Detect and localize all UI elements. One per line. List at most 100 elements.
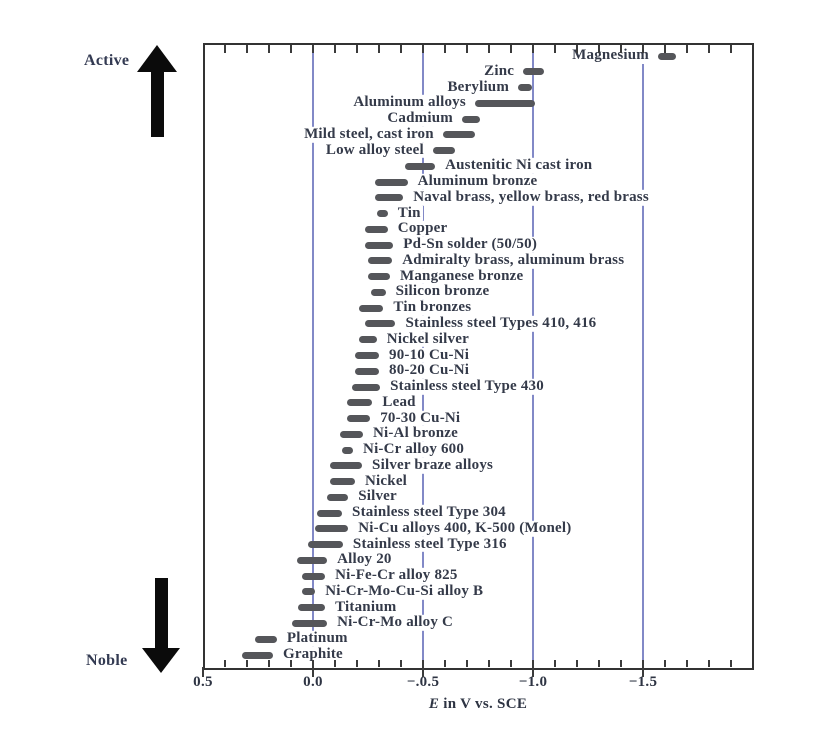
- top-axis-tick: [422, 45, 424, 53]
- bottom-axis-tick: [488, 660, 490, 667]
- x-axis-title-text: in V vs. SCE: [439, 696, 528, 712]
- range-bar: [347, 399, 373, 407]
- range-bar: [368, 257, 393, 265]
- series-label: Ni-Fe-Cr alloy 825: [333, 566, 460, 584]
- top-axis-tick: [312, 45, 314, 53]
- bottom-axis-tick: [224, 660, 226, 667]
- range-bar: [374, 194, 404, 202]
- bottom-axis-tick: [708, 660, 710, 667]
- top-axis-tick: [290, 45, 292, 53]
- top-axis-tick: [554, 45, 556, 53]
- x-axis-title-symbol: E: [428, 696, 440, 712]
- top-axis-tick: [268, 45, 270, 53]
- range-bar: [432, 147, 455, 155]
- top-axis-tick: [488, 45, 490, 53]
- series-label: Low alloy steel: [323, 141, 426, 159]
- noble-arrow-icon: [142, 578, 180, 673]
- bottom-axis-tick: [444, 660, 446, 667]
- range-bar: [523, 68, 544, 76]
- range-bar: [364, 241, 394, 249]
- bottom-axis-tick: [334, 660, 336, 667]
- series-label: Cadmium: [385, 109, 455, 127]
- range-bar: [315, 525, 349, 533]
- x-axis-title: E in V vs. SCE: [429, 696, 527, 713]
- top-axis-tick: [664, 45, 666, 53]
- range-bar: [461, 115, 481, 123]
- series-label: 80-20 Cu-Ni: [387, 362, 472, 379]
- top-axis-tick: [598, 45, 600, 53]
- bottom-major-tick: [422, 667, 424, 677]
- series-label: Admiralty brass, aluminum brass: [400, 251, 627, 269]
- series-label: Berylium: [445, 78, 512, 96]
- range-bar: [316, 509, 343, 517]
- bottom-major-tick: [642, 667, 644, 677]
- bottom-axis-tick: [730, 660, 732, 667]
- series-label: Manganese bronze: [398, 267, 526, 285]
- series-label: Magnesium: [570, 46, 651, 64]
- series-label: Stainless steel Types 410, 416: [403, 314, 599, 332]
- series-label: Stainless steel Type 316: [350, 535, 509, 553]
- series-label: Naval brass, yellow brass, red brass: [411, 188, 651, 206]
- bottom-axis-tick: [664, 660, 666, 667]
- series-label: 70-30 Cu-Ni: [378, 409, 463, 427]
- x-tick-label: −.0.5: [406, 674, 440, 690]
- series-label: Graphite: [280, 645, 345, 663]
- series-label: Ni-Cu alloys 400, K-500 (Monel): [356, 519, 574, 537]
- range-bar: [342, 446, 354, 454]
- gridline--1: [532, 43, 534, 668]
- series-label: Pd-Sn solder (50/50): [401, 235, 540, 253]
- range-bar: [474, 99, 535, 107]
- bottom-axis-tick: [686, 660, 688, 667]
- bottom-axis-tick: [510, 660, 512, 667]
- series-label: Ni-Cr alloy 600: [361, 440, 467, 458]
- active-label: Active: [84, 52, 130, 69]
- series-label: Silicon bronze: [393, 283, 492, 300]
- range-bar: [298, 604, 326, 612]
- range-bar: [340, 430, 363, 438]
- bottom-axis-tick: [620, 660, 622, 667]
- series-label: Tin: [395, 204, 423, 222]
- gridline-0: [312, 43, 314, 668]
- range-bar: [354, 367, 379, 375]
- bottom-axis-tick: [400, 660, 402, 667]
- top-axis-tick: [642, 45, 644, 53]
- range-bar: [329, 462, 363, 470]
- range-bar: [359, 304, 384, 312]
- series-label: Lead: [380, 393, 418, 411]
- top-axis-tick: [620, 45, 622, 53]
- x-tick-label: 0.0: [303, 674, 323, 690]
- series-label: Stainless steel Type 430: [388, 377, 546, 395]
- bottom-axis-tick: [290, 660, 292, 667]
- series-label: Aluminum bronze: [415, 172, 540, 190]
- series-label: Zinc: [482, 62, 517, 80]
- range-bar: [354, 352, 379, 359]
- range-bar: [302, 588, 316, 596]
- bottom-axis-tick: [356, 660, 358, 667]
- bottom-axis-tick: [532, 660, 534, 667]
- range-bar: [359, 336, 377, 344]
- series-label: Silver braze alloys: [370, 456, 496, 474]
- range-bar: [296, 556, 328, 564]
- bottom-axis-tick: [268, 660, 270, 667]
- series-label: Copper: [395, 220, 450, 237]
- bottom-axis-tick: [312, 660, 314, 667]
- series-label: Austenitic Ni cast iron: [443, 157, 595, 174]
- range-bar: [376, 210, 388, 218]
- series-label: Stainless steel Type 304: [350, 503, 508, 521]
- top-axis-tick: [356, 45, 358, 53]
- range-bar: [347, 415, 371, 423]
- range-bar: [368, 273, 390, 281]
- series-label: Silver: [356, 488, 399, 505]
- range-bar: [327, 493, 349, 501]
- series-label: Titanium: [333, 598, 399, 616]
- gridline--1.5: [642, 64, 644, 668]
- top-axis-tick: [532, 45, 534, 53]
- bottom-axis-tick: [466, 660, 468, 667]
- bottom-axis-tick: [642, 660, 644, 667]
- top-axis-tick: [378, 45, 380, 53]
- range-bar: [364, 225, 388, 233]
- top-axis-tick: [444, 45, 446, 53]
- top-axis-tick: [334, 45, 336, 53]
- top-axis-tick: [466, 45, 468, 53]
